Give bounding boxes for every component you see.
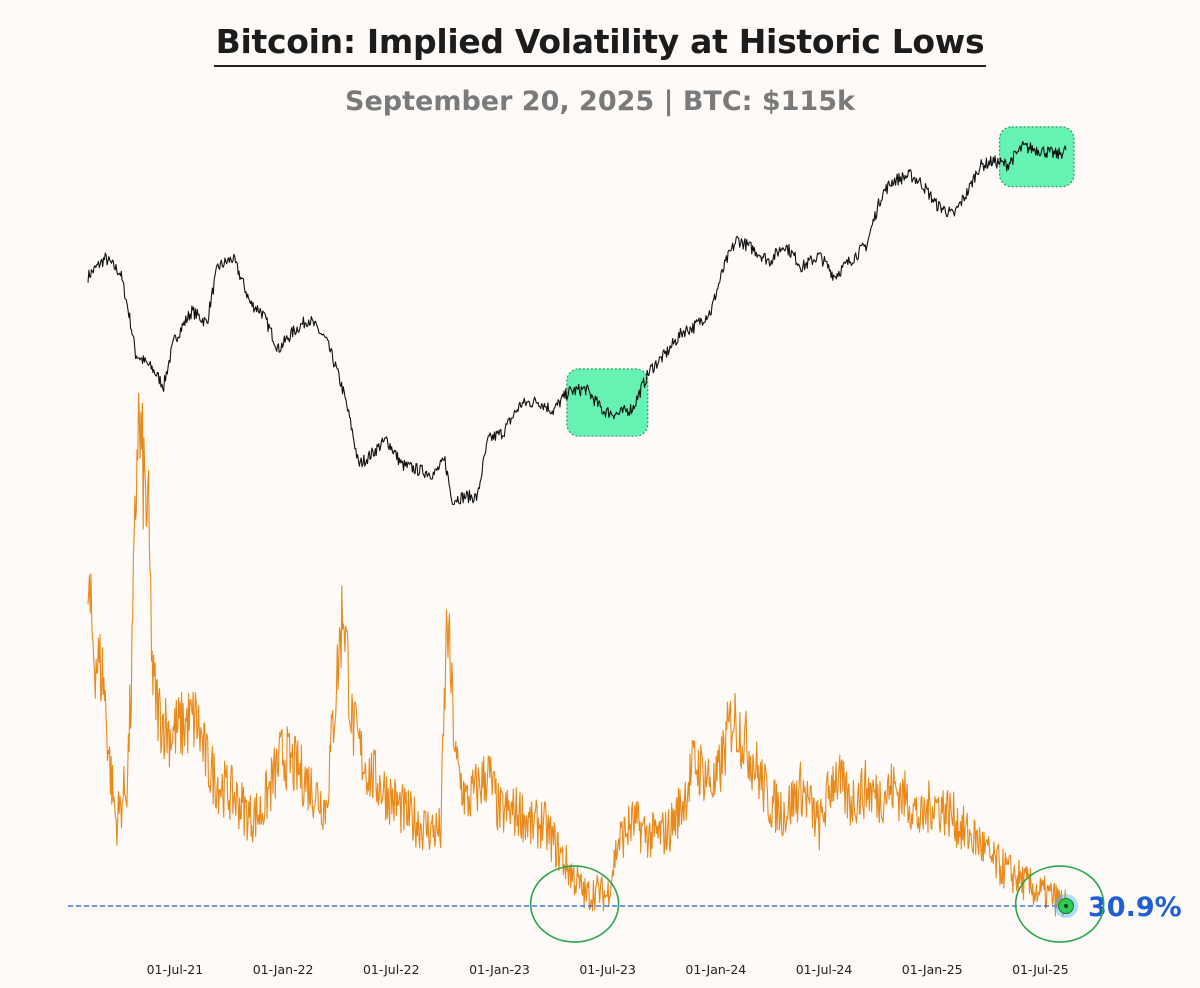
implied-volatility-layer <box>87 393 1067 917</box>
implied-volatility-line <box>87 393 1067 917</box>
price-highlight-box-2 <box>998 126 1075 188</box>
x-tick-label: 01-Jul-24 <box>796 962 853 977</box>
x-tick-label: 01-Jan-22 <box>253 962 314 977</box>
volatility-low-circle-1 <box>529 865 620 943</box>
x-tick-label: 01-Jul-25 <box>1012 962 1069 977</box>
x-tick-label: 01-Jul-23 <box>579 962 636 977</box>
reference-value-label: 30.9% <box>1088 892 1182 923</box>
highlight-layer <box>566 126 1075 437</box>
current-value-dot-center <box>1064 904 1068 909</box>
chart-title-text: Bitcoin: Implied Volatility at Historic … <box>213 22 987 67</box>
chart-subtitle: September 20, 2025 | BTC: $115k <box>345 86 855 117</box>
volatility-low-circle-2 <box>1014 865 1105 943</box>
reference-layer: 30.9% <box>68 892 1182 923</box>
chart-title: Bitcoin: Implied Volatility at Historic … <box>0 22 1200 67</box>
btc-price-line <box>87 140 1067 506</box>
price-highlight-box-1 <box>566 368 649 437</box>
x-tick-label: 01-Jul-21 <box>147 962 204 977</box>
x-axis-ticks: 01-Jul-21 01-Jan-22 01-Jul-22 01-Jan-23 01-J… <box>147 962 1069 977</box>
btc-price-layer <box>87 140 1067 506</box>
x-tick-label: 01-Jan-23 <box>469 962 530 977</box>
annotation-layer <box>529 865 1105 943</box>
x-tick-label: 01-Jul-22 <box>363 962 420 977</box>
x-tick-label: 01-Jan-25 <box>902 962 963 977</box>
x-tick-label: 01-Jan-24 <box>685 962 746 977</box>
